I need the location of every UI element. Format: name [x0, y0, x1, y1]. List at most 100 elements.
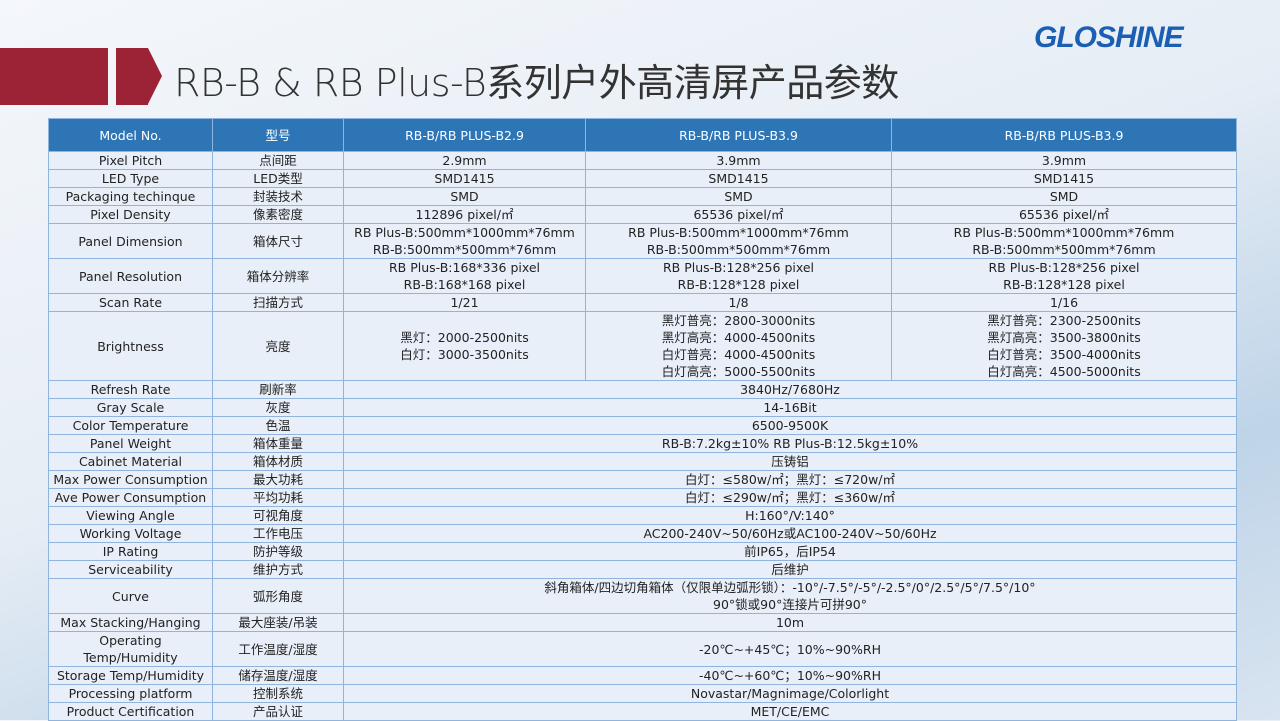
spec-name-cn: 箱体分辨率 — [212, 258, 344, 294]
spec-name-en: IP Rating — [48, 542, 213, 561]
spec-name-cn: 工作温度/湿度 — [212, 631, 344, 667]
spec-name-cn: 像素密度 — [212, 205, 344, 224]
spec-value: RB Plus-B:500mm*1000mm*76mm RB-B:500mm*50… — [585, 223, 892, 259]
spec-value-shared: -20℃~+45℃；10%~90%RH — [343, 631, 1237, 667]
spec-value-shared: 压铸铝 — [343, 452, 1237, 471]
table-row: Gray Scale 灰度 14-16Bit — [48, 398, 1237, 417]
spec-value-shared: 6500-9500K — [343, 416, 1237, 435]
spec-name-en: Storage Temp/Humidity — [48, 666, 213, 685]
table-row: Max Power Consumption 最大功耗 白灯：≤580w/㎡；黑灯：≤… — [48, 470, 1237, 489]
cell-line: RB-B:128*128 pixel — [677, 277, 800, 292]
spec-name-en: Ave Power Consumption — [48, 488, 213, 507]
spec-name-cn: 箱体材质 — [212, 452, 344, 471]
column-header: 型号 — [212, 118, 344, 152]
cell-lines: 斜角箱体/四边切角箱体（仅限单边弧形锁）：-10°/-7.5°/-5°/-2.5… — [346, 580, 1234, 613]
spec-name-cn: 箱体尺寸 — [212, 223, 344, 259]
column-header: RB-B/RB PLUS-B3.9 — [891, 118, 1237, 152]
spec-name-en: Brightness — [48, 311, 213, 381]
spec-name-en: Gray Scale — [48, 398, 213, 417]
cell-line: 白灯：3000-3500nits — [400, 347, 529, 362]
spec-value-shared: RB-B:7.2kg±10% RB Plus-B:12.5kg±10% — [343, 434, 1237, 453]
spec-name-en: Curve — [48, 578, 213, 614]
spec-name-en: Serviceability — [48, 560, 213, 579]
spec-name-en: Product Certification — [48, 702, 213, 721]
cell-line: RB-B:168*168 pixel — [403, 277, 526, 292]
cell-line: 斜角箱体/四边切角箱体（仅限单边弧形锁）：-10°/-7.5°/-5°/-2.5… — [544, 580, 1036, 595]
cell-line: RB Plus-B:500mm*1000mm*76mm — [953, 225, 1175, 240]
table-row: Pixel Pitch 点间距 2.9mm 3.9mm 3.9mm — [48, 151, 1237, 170]
cell-lines: 黑灯普亮：2800-3000nits 黑灯高亮：4000-4500nits 白灯普亮… — [661, 313, 816, 380]
cell-line: Operating — [99, 633, 162, 648]
spec-value-shared: 10m — [343, 613, 1237, 632]
spec-value: 3.9mm — [891, 151, 1237, 170]
cell-lines: RB Plus-B:168*336 pixel RB-B:168*168 pixe… — [346, 260, 583, 293]
column-header: Model No. — [48, 118, 213, 152]
table-row: Cabinet Material 箱体材质 压铸铝 — [48, 452, 1237, 471]
spec-name-cn: 灰度 — [212, 398, 344, 417]
spec-name-cn: LED类型 — [212, 169, 344, 188]
spec-name-cn: 工作电压 — [212, 524, 344, 543]
cell-line: RB-B:128*128 pixel — [1003, 277, 1125, 292]
spec-name-en: Color Temperature — [48, 416, 213, 435]
column-header: RB-B/RB PLUS-B3.9 — [585, 118, 892, 152]
table-row: Packaging techinque 封装技术 SMD SMD SMD — [48, 187, 1237, 206]
spec-value: SMD1415 — [343, 169, 586, 188]
table-row: Panel Resolution 箱体分辨率 RB Plus-B:168*336 p… — [48, 258, 1237, 294]
cell-line: 白灯普亮：3500-4000nits — [987, 347, 1141, 362]
spec-value-shared: 白灯：≤580w/㎡；黑灯：≤720w/㎡ — [343, 470, 1237, 489]
cell-line: 黑灯普亮：2800-3000nits — [661, 313, 816, 328]
spec-name-cn: 色温 — [212, 416, 344, 435]
spec-value: 黑灯普亮：2300-2500nits 黑灯高亮：3500-3800nits 白灯普亮… — [891, 311, 1237, 381]
table-row: Panel Weight 箱体重量 RB-B:7.2kg±10% RB Plus-B… — [48, 434, 1237, 453]
spec-name-cn: 点间距 — [212, 151, 344, 170]
spec-value-shared: H:160°/V:140° — [343, 506, 1237, 525]
spec-value-shared: -40℃~+60℃；10%~90%RH — [343, 666, 1237, 685]
cell-line: RB Plus-B:500mm*1000mm*76mm — [354, 225, 575, 240]
spec-name-cn: 储存温度/湿度 — [212, 666, 344, 685]
spec-name-en: Packaging techinque — [48, 187, 213, 206]
page-title: RB-B & RB Plus-B系列户外高清屏产品参数 — [174, 61, 899, 105]
spec-value: 1/8 — [585, 293, 892, 312]
spec-name-cn: 最大座装/吊装 — [212, 613, 344, 632]
cell-lines: RB Plus-B:128*256 pixel RB-B:128*128 pixe… — [588, 260, 889, 293]
spec-value-shared: 前IP65，后IP54 — [343, 542, 1237, 561]
table-row: LED Type LED类型 SMD1415 SMD1415 SMD1415 — [48, 169, 1237, 188]
spec-name-en: Panel Resolution — [48, 258, 213, 294]
spec-name-cn: 平均功耗 — [212, 488, 344, 507]
table-row: Max Stacking/Hanging 最大座装/吊装 10m — [48, 613, 1237, 632]
cell-line: RB-B:500mm*500mm*76mm — [646, 242, 831, 257]
cell-line: 90°锁或90°连接片可拼90° — [713, 597, 867, 612]
cell-line: 黑灯高亮：3500-3800nits — [987, 330, 1141, 345]
spec-name-en: Max Stacking/Hanging — [48, 613, 213, 632]
spec-name-en: Panel Weight — [48, 434, 213, 453]
spec-name-cn: 封装技术 — [212, 187, 344, 206]
cell-lines: 黑灯普亮：2300-2500nits 黑灯高亮：3500-3800nits 白灯普亮… — [987, 313, 1141, 380]
table-row: Serviceability 维护方式 后维护 — [48, 560, 1237, 579]
spec-name-cn: 可视角度 — [212, 506, 344, 525]
table-row: Brightness 亮度 黑灯：2000-2500nits 白灯：3000-3500… — [48, 311, 1237, 381]
spec-value: 2.9mm — [343, 151, 586, 170]
spec-value: RB Plus-B:128*256 pixel RB-B:128*128 pixe… — [891, 258, 1237, 294]
cell-lines: RB Plus-B:128*256 pixel RB-B:128*128 pixe… — [894, 260, 1234, 293]
cell-lines: RB Plus-B:500mm*1000mm*76mm RB-B:500mm*50… — [588, 225, 889, 258]
cell-line: RB Plus-B:500mm*1000mm*76mm — [628, 225, 849, 240]
spec-name-en: Operating Temp/Humidity — [48, 631, 213, 667]
table-row: Storage Temp/Humidity 储存温度/湿度 -40℃~+60℃；10… — [48, 666, 1237, 685]
spec-value: 112896 pixel/㎡ — [343, 205, 586, 224]
spec-value-shared: 14-16Bit — [343, 398, 1237, 417]
spec-value: 3.9mm — [585, 151, 892, 170]
spec-name-en: Scan Rate — [48, 293, 213, 312]
spec-value: 黑灯：2000-2500nits 白灯：3000-3500nits — [343, 311, 586, 381]
spec-name-cn: 弧形角度 — [212, 578, 344, 614]
table-row: Panel Dimension 箱体尺寸 RB Plus-B:500mm*1000m… — [48, 223, 1237, 259]
cell-line: 黑灯：2000-2500nits — [400, 330, 529, 345]
table-row: Viewing Angle 可视角度 H:160°/V:140° — [48, 506, 1237, 525]
column-header: RB-B/RB PLUS-B2.9 — [343, 118, 586, 152]
spec-name-cn: 扫描方式 — [212, 293, 344, 312]
spec-value: 黑灯普亮：2800-3000nits 黑灯高亮：4000-4500nits 白灯普亮… — [585, 311, 892, 381]
spec-name-cn: 控制系统 — [212, 684, 344, 703]
table-row: Working Voltage 工作电压 AC200-240V~50/60Hz或AC… — [48, 524, 1237, 543]
table-row: Operating Temp/Humidity 工作温度/湿度 -20℃~+45℃；1… — [48, 631, 1237, 667]
spec-name-en: LED Type — [48, 169, 213, 188]
spec-value: RB Plus-B:500mm*1000mm*76mm RB-B:500mm*50… — [343, 223, 586, 259]
